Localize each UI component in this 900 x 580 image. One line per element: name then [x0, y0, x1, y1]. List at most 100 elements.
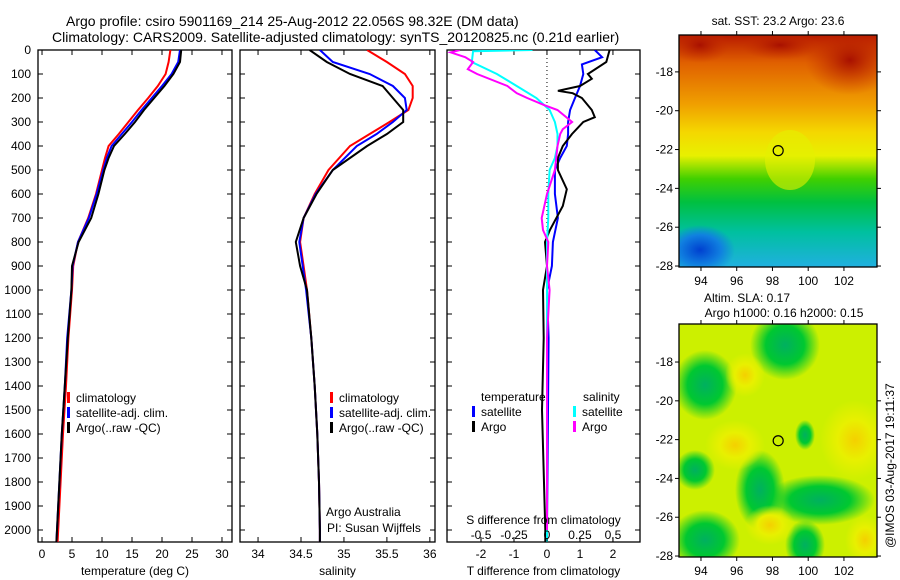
legend-swatch — [67, 422, 70, 433]
difference-xtick-label: -2 — [476, 547, 487, 561]
temperature-xlabel: temperature (deg C) — [81, 564, 189, 578]
legend-label: climatology — [76, 391, 136, 405]
sst-map-lat-label: -20 — [656, 104, 674, 118]
legend-header-salinity: salinity — [583, 390, 620, 404]
legend-swatch — [330, 407, 333, 418]
argo-location-marker — [772, 145, 784, 157]
legend-swatch — [573, 421, 576, 432]
series-satellite-adj-clim- — [298, 50, 408, 542]
sst-map-lon-label: 96 — [730, 274, 744, 288]
legend-swatch — [67, 392, 70, 403]
depth-tick-label: 500 — [11, 163, 31, 177]
legend-label: Argo — [481, 420, 507, 434]
series-climatology — [56, 50, 172, 542]
legend-label: satellite — [582, 405, 623, 419]
depth-tick-label: 1100 — [5, 307, 31, 321]
sst-map-lon-label: 94 — [694, 274, 708, 288]
series-temperature-Argo — [540, 50, 611, 542]
sla-map-title-1: Altim. SLA: 0.17 — [704, 291, 790, 305]
sla-map-frame — [678, 323, 878, 558]
sla-map-lat-label: -24 — [656, 471, 674, 485]
temperature-xtick-label: 25 — [185, 547, 199, 561]
salinity-xtick-label: 36 — [423, 547, 437, 561]
legend-swatch — [472, 421, 475, 432]
depth-tick-label: 700 — [11, 211, 31, 225]
temperature-lines — [55, 50, 183, 542]
sla-map-lat-label: -20 — [656, 394, 674, 408]
depth-tick-label: 900 — [11, 259, 31, 273]
s-diff-tick-label: 0.5 — [605, 528, 622, 542]
argo-location-marker — [772, 435, 784, 447]
sla-map-title-2: Argo h1000: 0.16 h2000: 0.15 — [705, 306, 864, 320]
depth-tick-label: 200 — [11, 91, 31, 105]
temperature-xtick-label: 15 — [125, 547, 139, 561]
difference-lines — [447, 50, 611, 542]
legend-label: Argo(..raw -QC) — [339, 421, 424, 435]
sla-map-lon-label: 98 — [766, 564, 780, 578]
s-diff-tick-label: -0.25 — [500, 528, 528, 542]
temperature-xtick-label: 5 — [69, 547, 76, 561]
credit-line-2: PI: Susan Wijffels — [327, 521, 421, 535]
s-diff-axis-label: S difference from climatology — [466, 513, 621, 527]
temperature-xtick-label: 20 — [155, 547, 169, 561]
series-satellite-adj-clim- — [55, 50, 181, 542]
sst-map-lat-label: -28 — [656, 259, 674, 273]
legend-swatch — [573, 406, 576, 417]
salinity-plot-frame — [239, 49, 436, 543]
sla-map-lon-label: 96 — [730, 564, 744, 578]
legend-label: satellite-adj. clim. — [76, 406, 168, 420]
depth-tick-label: 600 — [11, 187, 31, 201]
legend-swatch — [330, 422, 333, 433]
sla-map-lat-label: -22 — [656, 433, 674, 447]
depth-tick-label: 1900 — [4, 499, 31, 513]
sst-map-lon-label: 100 — [798, 274, 818, 288]
sla-map-lat-label: -28 — [656, 549, 674, 563]
difference-plot-frame — [446, 49, 641, 543]
salinity-xtick-label: 34.5 — [289, 547, 313, 561]
difference-xtick-label: 0 — [544, 547, 551, 561]
sla-map-lon-label: 100 — [798, 564, 818, 578]
legend-swatch — [67, 407, 70, 418]
salinity-xtick-label: 35 — [337, 547, 351, 561]
series-Argo-raw-QC- — [294, 50, 405, 542]
sst-map-frame — [678, 34, 878, 268]
title-line-2: Climatology: CARS2009. Satellite-adjuste… — [52, 29, 620, 45]
depth-tick-label: 1600 — [4, 427, 31, 441]
temperature-xtick-label: 30 — [215, 547, 229, 561]
sst-map-field — [679, 35, 877, 267]
series-climatology — [299, 50, 414, 542]
depth-tick-label: 1500 — [4, 403, 31, 417]
salinity-xtick-label: 34 — [251, 547, 265, 561]
difference-xtick-label: -1 — [509, 547, 520, 561]
sst-map-lat-label: -22 — [656, 143, 674, 157]
depth-tick-label: 1400 — [4, 379, 31, 393]
depth-tick-label: 0 — [24, 43, 31, 57]
depth-tick-label: 2000 — [4, 523, 31, 537]
depth-tick-label: 1300 — [4, 355, 31, 369]
legend-label: Argo — [582, 420, 608, 434]
temperature-xtick-label: 0 — [39, 547, 46, 561]
sla-map-lat-label: -18 — [656, 355, 674, 369]
depth-tick-label: 1200 — [4, 331, 31, 345]
sst-map-lat-label: -24 — [656, 181, 674, 195]
depth-tick-label: 800 — [11, 235, 31, 249]
sla-map-lat-label: -26 — [656, 510, 674, 524]
salinity-xtick-label: 35.5 — [375, 547, 399, 561]
legend-label: climatology — [339, 391, 399, 405]
depth-tick-label: 1000 — [4, 283, 31, 297]
salinity-xlabel: salinity — [319, 564, 356, 578]
sla-map-lon-label: 94 — [694, 564, 708, 578]
sla-map-field — [679, 324, 877, 557]
legend-swatch — [330, 392, 333, 403]
sst-map-lon-label: 98 — [766, 274, 780, 288]
series-Argo-raw-QC- — [55, 50, 183, 542]
sst-map-lat-label: -26 — [656, 220, 674, 234]
credit-line-1: Argo Australia — [326, 505, 401, 519]
salinity-lines — [294, 50, 414, 542]
series-salinity-Argo — [447, 50, 574, 530]
difference-xtick-label: 2 — [610, 547, 617, 561]
difference-xlabel: T difference from climatology — [467, 564, 621, 578]
depth-tick-label: 1700 — [4, 451, 31, 465]
sst-map-lon-label: 102 — [834, 274, 854, 288]
